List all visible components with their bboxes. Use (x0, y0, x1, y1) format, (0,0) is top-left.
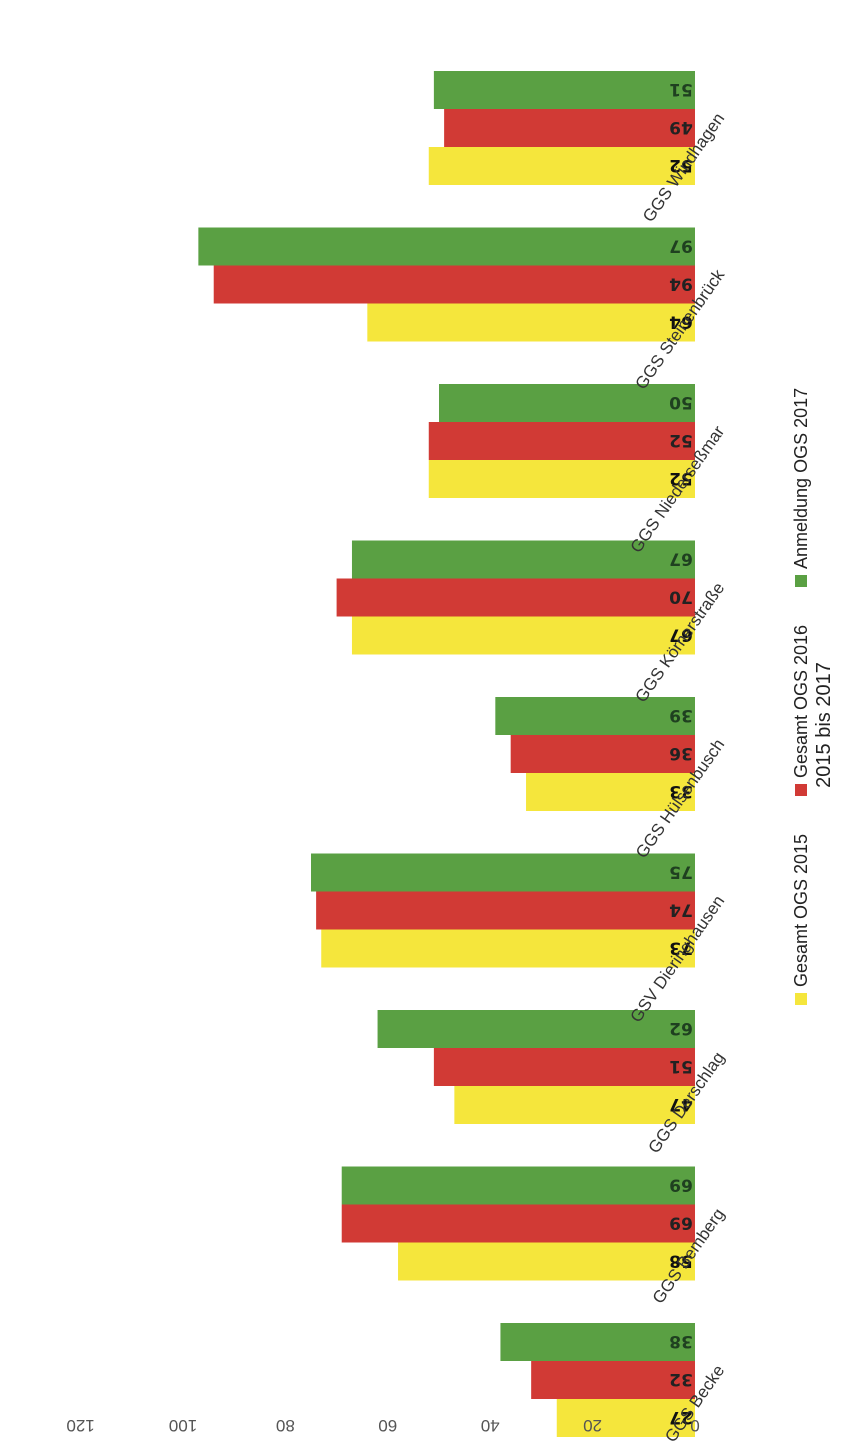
bar (367, 303, 695, 342)
legend-item: Anmeldung OGS 2017 (791, 388, 811, 587)
data-label: 64 (669, 312, 693, 332)
bar (321, 929, 695, 968)
data-label: 75 (669, 862, 693, 882)
bar (433, 71, 695, 109)
data-label: 67 (669, 549, 693, 569)
bar (198, 227, 695, 266)
tick-label: 40 (481, 1416, 500, 1435)
data-label: 47 (669, 1094, 693, 1114)
data-label: 36 (669, 743, 693, 763)
data-label: 49 (669, 117, 693, 137)
bar (510, 735, 695, 773)
data-label: 52 (669, 468, 693, 488)
data-label: 52 (669, 430, 693, 450)
bars (198, 71, 695, 1437)
legend-label: Anmeldung OGS 2017 (791, 388, 811, 569)
legend-swatch (795, 784, 807, 796)
data-label: 70 (669, 587, 693, 607)
bar (556, 1399, 695, 1437)
legend-swatch (795, 575, 807, 587)
data-label: 73 (669, 938, 693, 958)
bar (500, 1323, 695, 1361)
data-label: 27 (669, 1407, 693, 1427)
bar (428, 422, 695, 460)
legend-label: Gesamt OGS 2015 (791, 834, 811, 987)
bar (351, 616, 695, 655)
bar (351, 540, 695, 579)
bar (213, 265, 695, 304)
legend-item: Gesamt OGS 2016 (791, 625, 811, 796)
tick-label: 20 (583, 1416, 602, 1435)
data-label: 52 (669, 155, 693, 175)
data-label: 39 (669, 705, 693, 725)
bar (336, 578, 695, 617)
data-label: 33 (669, 781, 693, 801)
tick-label: 120 (66, 1416, 94, 1435)
bar (377, 1010, 695, 1048)
data-label: 69 (669, 1175, 693, 1195)
data-label: 62 (669, 1018, 693, 1038)
data-label: 58 (669, 1251, 693, 1271)
chart-title: 2015 bis 2017 (813, 662, 835, 788)
data-label: 67 (669, 625, 693, 645)
data-label: 94 (669, 274, 693, 294)
bar (428, 460, 695, 498)
bar (428, 147, 695, 185)
bar (531, 1361, 695, 1399)
bar (316, 891, 695, 930)
value-labels: 27 32 38 58 69 69 47 51 62 73 74 75 33 36 39 67 70 67 52 52… (669, 79, 693, 1427)
bar (454, 1086, 695, 1124)
data-label: 50 (669, 392, 693, 412)
bar (439, 384, 695, 422)
legend-swatch (795, 993, 807, 1005)
bar (495, 697, 695, 735)
bar (398, 1242, 695, 1281)
data-label: 51 (669, 1056, 693, 1076)
bar (311, 853, 695, 892)
data-label: 51 (669, 79, 693, 99)
bar (444, 109, 695, 147)
legend-label: Gesamt OGS 2016 (791, 625, 811, 778)
data-label: 69 (669, 1213, 693, 1233)
bar (526, 773, 695, 811)
legend: Gesamt OGS 2015 Gesamt OGS 2016 Anmeldung … (791, 388, 811, 1005)
legend-item: Gesamt OGS 2015 (791, 834, 811, 1005)
tick-label: 100 (169, 1416, 197, 1435)
data-label: 97 (669, 236, 693, 256)
data-label: 38 (669, 1331, 693, 1351)
tick-label: 60 (378, 1416, 397, 1435)
bar (433, 1048, 695, 1086)
value-axis: 0 20 40 60 80 100 120 (66, 1416, 699, 1435)
tick-label: 80 (276, 1416, 295, 1435)
bar (341, 1166, 695, 1205)
data-label: 32 (669, 1369, 693, 1389)
bar (341, 1204, 695, 1243)
tick-label: 0 (690, 1416, 699, 1435)
data-label: 74 (669, 900, 693, 920)
